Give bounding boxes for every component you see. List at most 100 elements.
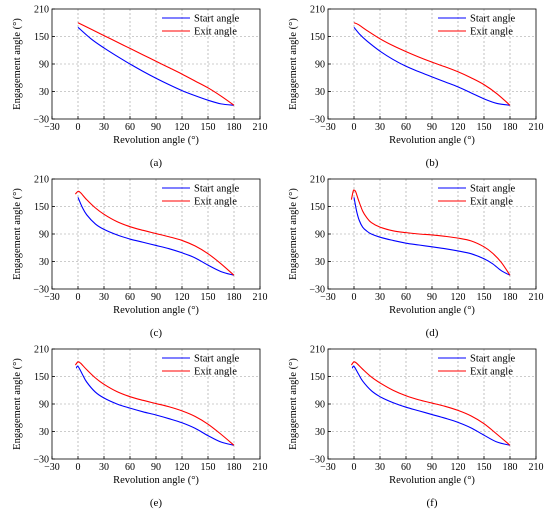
y-tick-label: 90 (315, 230, 325, 241)
legend-label: Start angle (470, 14, 516, 25)
legend-label: Exit angle (470, 367, 513, 378)
y-tick-label: 90 (39, 400, 49, 411)
x-tick-label: 30 (375, 462, 385, 473)
y-tick-label: 150 (310, 202, 325, 213)
series-line-start-angle (353, 197, 511, 276)
x-tick-label: 0 (352, 292, 357, 303)
series-line-exit-angle (350, 189, 511, 276)
panel-label: (f) (427, 497, 438, 509)
x-axis-label: Revolution angle (°) (113, 475, 199, 486)
chart-panel-a: −30 0 30 60 90 120 150 180 210 −30 30 90 150 210 Revol… (12, 5, 268, 170)
y-axis-label: Engagement angle (°) (288, 188, 299, 280)
x-tick-label: 90 (151, 122, 161, 133)
y-tick-label: −30 (309, 455, 325, 466)
x-tick-label: 180 (503, 122, 518, 133)
x-tick-label: 90 (151, 292, 161, 303)
y-tick-label: 30 (39, 87, 49, 98)
legend-label: Start angle (194, 184, 240, 195)
x-tick-label: 90 (427, 292, 437, 303)
y-tick-label: 210 (310, 5, 325, 16)
x-tick-label: 0 (352, 122, 357, 133)
x-tick-label: 150 (477, 292, 492, 303)
series-line-exit-angle (77, 22, 235, 106)
panel-label: (e) (150, 497, 163, 509)
y-tick-label: 150 (34, 372, 49, 383)
x-tick-label: 90 (151, 462, 161, 473)
x-tick-label: 60 (401, 122, 411, 133)
x-tick-label: 60 (401, 462, 411, 473)
x-axis-label: Revolution angle (°) (389, 135, 475, 146)
y-axis-label: Engagement angle (°) (12, 18, 23, 110)
series-line-start-angle (75, 365, 235, 446)
x-tick-label: 180 (227, 292, 242, 303)
y-tick-label: 210 (34, 5, 49, 16)
x-tick-label: 60 (401, 292, 411, 303)
y-axis-label: Engagement angle (°) (12, 358, 23, 450)
panel-label: (a) (150, 157, 163, 169)
x-tick-label: 210 (253, 292, 268, 303)
x-tick-label: −30 (44, 122, 60, 133)
x-tick-label: 60 (125, 122, 135, 133)
x-tick-label: 150 (477, 122, 492, 133)
legend-label: Exit angle (194, 27, 237, 38)
series-line-start-angle (351, 365, 511, 446)
x-tick-label: 150 (477, 462, 492, 473)
panel-label: (b) (426, 157, 439, 169)
y-tick-label: 90 (315, 400, 325, 411)
x-tick-label: 30 (375, 292, 385, 303)
y-tick-label: 90 (315, 60, 325, 71)
y-tick-label: 150 (34, 32, 49, 43)
x-tick-label: −30 (44, 462, 60, 473)
chart-panel-f: −30 0 30 60 90 120 150 180 210 −30 30 90 150 210 Revol… (288, 345, 544, 510)
chart-panel-e: −30 0 30 60 90 120 150 180 210 −30 30 90 150 210 Revol… (12, 345, 268, 510)
y-axis-label: Engagement angle (°) (288, 358, 299, 450)
y-tick-label: −30 (309, 115, 325, 126)
legend-label: Start angle (194, 354, 240, 365)
x-tick-label: 0 (76, 292, 81, 303)
x-tick-label: 210 (529, 292, 544, 303)
legend-label: Start angle (470, 184, 516, 195)
y-tick-label: −30 (33, 455, 49, 466)
y-tick-label: 210 (310, 345, 325, 356)
legend-label: Start angle (470, 354, 516, 365)
x-tick-label: 90 (427, 462, 437, 473)
legend-label: Start angle (194, 14, 240, 25)
chart-panel-d: −30 0 30 60 90 120 150 180 210 −30 30 90 150 210 Revol… (288, 175, 544, 340)
x-tick-label: 180 (503, 462, 518, 473)
y-axis-label: Engagement angle (°) (288, 18, 299, 110)
y-tick-label: 150 (310, 372, 325, 383)
y-tick-label: 30 (39, 257, 49, 268)
y-tick-label: −30 (309, 285, 325, 296)
x-tick-label: 150 (201, 462, 216, 473)
panel-label: (d) (426, 327, 439, 339)
x-tick-label: 0 (352, 462, 357, 473)
x-tick-label: 180 (227, 122, 242, 133)
y-tick-label: 30 (39, 427, 49, 438)
x-tick-label: 210 (253, 462, 268, 473)
x-tick-label: −30 (320, 292, 336, 303)
legend-label: Exit angle (470, 197, 513, 208)
legend-label: Exit angle (470, 27, 513, 38)
y-tick-label: 210 (34, 345, 49, 356)
x-tick-label: 180 (227, 462, 242, 473)
x-tick-label: 150 (201, 292, 216, 303)
y-tick-label: 150 (34, 202, 49, 213)
y-tick-label: 30 (315, 427, 325, 438)
chart-panel-c: −30 0 30 60 90 120 150 180 210 −30 30 90 150 210 Revol… (12, 175, 268, 340)
x-tick-label: 0 (76, 462, 81, 473)
x-tick-label: 120 (175, 122, 190, 133)
series-line-exit-angle (74, 190, 235, 276)
y-tick-label: 30 (315, 257, 325, 268)
panel-label: (c) (150, 327, 163, 339)
legend-label: Exit angle (194, 197, 237, 208)
x-tick-label: 120 (451, 462, 466, 473)
x-tick-label: 120 (451, 122, 466, 133)
x-tick-label: 210 (529, 462, 544, 473)
x-tick-label: 120 (175, 462, 190, 473)
x-tick-label: 210 (529, 122, 544, 133)
y-tick-label: 90 (39, 60, 49, 71)
x-tick-label: −30 (320, 462, 336, 473)
y-tick-label: 150 (310, 32, 325, 43)
x-tick-label: 180 (503, 292, 518, 303)
